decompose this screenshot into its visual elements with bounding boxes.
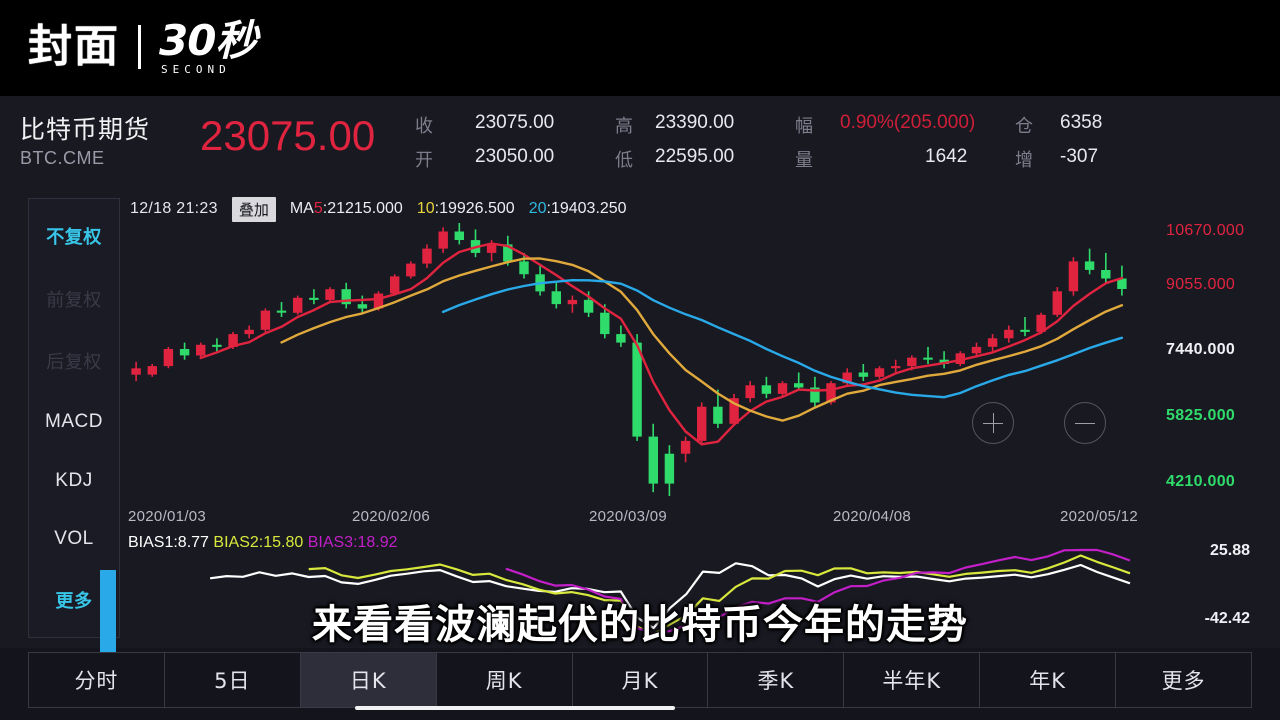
chart-body: 不复权 前复权 后复权 MACD KDJ VOL 更多 12/18 21:23 … (0, 190, 1280, 648)
tab-more[interactable]: 更多 (1161, 669, 1206, 693)
quote-value-high: 23390.00 (655, 112, 735, 133)
brand-30-label: 30秒 (159, 15, 257, 65)
ma20-value: :19403.250 (546, 200, 627, 217)
overlay-button[interactable]: 叠加 (231, 196, 276, 222)
tab-quarterk[interactable]: 季K (708, 653, 845, 707)
tab-5day[interactable]: 5日 (165, 653, 301, 707)
quote-label-change: 幅 (795, 116, 813, 137)
date-tick-3: 2020/04/08 (833, 508, 912, 525)
chart-indicator-line: 12/18 21:23 叠加 MA5:21215.000 10:19926.50… (130, 196, 627, 222)
quote-value-oichange: -307 (1060, 146, 1099, 167)
quote-value-openinterest: 6358 (1060, 112, 1103, 133)
ma10-value: :19926.500 (434, 200, 515, 217)
price-tick-1: 9055.000 (1166, 276, 1236, 293)
bias1-label: BIAS1:8.77 (128, 534, 209, 551)
bias-legend: BIAS1:8.77 BIAS2:15.80 BIAS3:18.92 (128, 534, 398, 552)
bias2-label: BIAS2:15.80 (213, 534, 304, 551)
quote-value-change: 0.90%(205.000) (840, 112, 976, 133)
sidebar-item-no-adjust[interactable]: 不复权 (46, 227, 102, 249)
candlestick-plot[interactable] (120, 214, 1280, 504)
bias-subchart[interactable]: BIAS1:8.77 BIAS2:15.80 BIAS3:18.92 25.88… (120, 532, 1280, 644)
kline-chart-panel: 12/18 21:23 叠加 MA5:21215.000 10:19926.50… (120, 190, 1280, 648)
ma-prefix: MA (289, 200, 314, 217)
brand-logo: 封面 30秒 SECOND (28, 15, 257, 76)
price-tick-0: 10670.000 (1166, 222, 1245, 239)
tab-yeark[interactable]: 年K (980, 653, 1117, 707)
brand-divider (138, 25, 141, 69)
instrument-code: BTC.CME (20, 148, 105, 168)
video-caption: 来看看波澜起伏的比特币今年的走势 (312, 602, 968, 648)
sidebar-item-vol[interactable]: VOL (54, 528, 94, 550)
tab-fenshi[interactable]: 分时 (29, 653, 165, 707)
price-axis: 10670.000 9055.000 7440.000 5825.000 421… (1148, 214, 1278, 504)
brand-bar: 封面 30秒 SECOND (0, 0, 1280, 96)
quote-label-volume: 量 (795, 150, 813, 171)
quote-value-volume: 1642 (925, 146, 968, 167)
quote-header: 比特币期货 BTC.CME 23075.00 收 23075.00 高 2339… (0, 96, 1280, 267)
tab-weekk[interactable]: 周K (437, 653, 573, 707)
quote-value-open: 23050.00 (475, 146, 555, 167)
quote-label-high: 高 (615, 116, 633, 137)
chart-datetime: 12/18 21:23 (130, 200, 218, 217)
brand-30s: 30秒 SECOND (159, 15, 257, 76)
tab-halfyeark[interactable]: 半年K (844, 653, 981, 707)
scrub-cursor[interactable] (100, 570, 116, 654)
ma10-readout: 10:19926.500 (417, 200, 515, 218)
date-tick-1: 2020/02/06 (352, 508, 431, 525)
sidebar-item-forward-adjust[interactable]: 前复权 (46, 289, 102, 311)
ma10-key: 10 (416, 200, 435, 217)
period-tabbar: 分时 5日 日K 周K 月K 季K 半年K 年K 更多 (28, 652, 1252, 708)
price-tick-3: 5825.000 (1166, 407, 1236, 424)
quote-label-openinterest: 仓 (1015, 116, 1033, 137)
zoom-in-icon[interactable] (972, 402, 1014, 444)
zoom-controls (972, 402, 1106, 444)
instrument-name: 比特币期货 (20, 115, 151, 144)
sidebar-item-kdj[interactable]: KDJ (55, 469, 93, 491)
sidebar-item-backward-adjust[interactable]: 后复权 (46, 352, 102, 374)
bias-tick-top: 25.88 (1209, 542, 1250, 559)
ma5-readout: MA5:21215.000 (290, 200, 403, 218)
quote-row-top: 收 23075.00 高 23390.00 幅 0.90%(205.000) 仓… (415, 112, 1155, 142)
sidebar-item-macd[interactable]: MACD (45, 410, 103, 432)
quote-label-close: 收 (415, 116, 433, 137)
price-tick-2: 7440.000 (1166, 341, 1236, 358)
zoom-out-icon[interactable] (1064, 402, 1106, 444)
tab-monthk[interactable]: 月K (573, 653, 709, 707)
ma5-value: :21215.000 (322, 200, 403, 217)
quote-label-open: 开 (415, 150, 433, 171)
date-tick-4: 2020/05/12 (1060, 508, 1139, 525)
brand-second-label: SECOND (161, 62, 231, 76)
quote-row-bottom: 开 23050.00 低 22595.00 量 1642 增 -307 (415, 146, 1155, 176)
bias-tick-bottom: -42.42 (1204, 610, 1250, 627)
date-tick-2: 2020/03/09 (589, 508, 668, 525)
brand-name-cn: 封面 (28, 21, 120, 72)
date-tick-0: 2020/01/03 (128, 508, 207, 525)
quote-value-low: 22595.00 (655, 146, 735, 167)
ma5-key: 5 (313, 200, 323, 217)
quote-field-grid: 收 23075.00 高 23390.00 幅 0.90%(205.000) 仓… (415, 110, 1155, 180)
bias3-label: BIAS3:18.92 (307, 534, 398, 551)
ma20-key: 20 (528, 200, 547, 217)
price-tick-4: 4210.000 (1166, 473, 1236, 490)
sidebar-item-more[interactable]: 更多 (55, 590, 93, 612)
tabbar-scroll-indicator[interactable] (355, 706, 675, 710)
last-price: 23075.00 (200, 112, 376, 159)
quote-value-close: 23075.00 (475, 112, 555, 133)
ma20-readout: 20:19403.250 (529, 200, 627, 218)
indicator-sidebar: 不复权 前复权 后复权 MACD KDJ VOL 更多 (28, 198, 120, 638)
quote-label-low: 低 (615, 150, 633, 171)
tab-dayk[interactable]: 日K (300, 653, 437, 707)
quote-label-oichange: 增 (1015, 150, 1033, 171)
date-axis: 2020/01/03 2020/02/06 2020/03/09 2020/04… (120, 508, 1150, 528)
